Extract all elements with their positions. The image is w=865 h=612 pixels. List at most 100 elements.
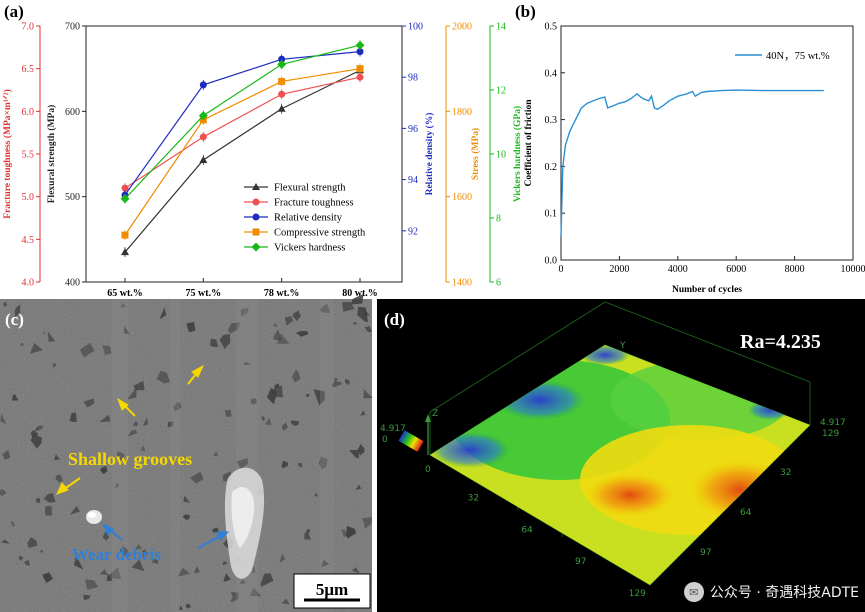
sem-grain <box>242 361 251 365</box>
sem-grain <box>290 420 299 426</box>
sem-grain <box>133 380 145 391</box>
sem-grain <box>281 460 288 469</box>
axis-tick-label-hardness: 12 <box>496 86 506 97</box>
axis-tick-label-density: 96 <box>408 124 418 135</box>
sem-grain <box>314 492 319 497</box>
profile-z-axis-label: Z <box>432 409 438 419</box>
panel-b-legend-label: 40N，75 wt.% <box>766 51 830 62</box>
sem-grain <box>43 493 56 503</box>
sem-grain <box>69 412 77 422</box>
data-point-toughness <box>121 184 129 192</box>
data-point-density <box>356 48 364 56</box>
sem-grain <box>349 450 360 459</box>
sem-grain <box>304 532 311 540</box>
axis-tick-label-hardness: 10 <box>496 150 506 161</box>
sem-grain <box>151 558 159 565</box>
panel-b-plot-frame <box>560 25 854 261</box>
debris-arrows <box>101 522 230 549</box>
sem-grain <box>34 426 39 432</box>
axis-tick-label-hardness: 8 <box>496 214 501 225</box>
sem-grain <box>79 342 95 358</box>
sem-texture <box>0 299 372 612</box>
sem-grain <box>99 465 108 475</box>
sem-grain <box>351 567 360 574</box>
axis-tick-label-density: 92 <box>408 226 418 237</box>
data-point-stress <box>121 231 129 239</box>
axis-tick-label-toughness: 5.5 <box>22 150 35 161</box>
sem-wear-debris-core <box>231 487 255 548</box>
sem-grain <box>223 573 231 582</box>
sem-grain <box>178 605 184 610</box>
x-tick-label: 4000 <box>668 264 688 275</box>
legend-label: Relative density <box>274 213 343 224</box>
data-point-stress <box>356 65 364 73</box>
axis-tick-label-stress: 1400 <box>452 278 472 289</box>
sem-grain <box>213 451 219 456</box>
sem-grain <box>83 594 91 601</box>
sem-grain <box>261 416 266 422</box>
panel-a-x-ticks: 65 wt.% 75 wt.% 78 wt.% 80 wt.% <box>107 278 378 299</box>
profile-x-tick: 64 <box>521 525 533 535</box>
sem-grain <box>282 422 288 431</box>
sem-grain <box>127 430 138 437</box>
axis-tick-label-hardness: 6 <box>496 278 501 289</box>
sem-grain <box>249 587 262 597</box>
sem-grain <box>54 454 60 461</box>
axis-tick-label-density: 98 <box>408 73 418 84</box>
profile-z-axis-arrow <box>425 414 431 422</box>
sem-grain <box>106 566 121 580</box>
sem-grain <box>239 579 246 585</box>
sem-grain <box>360 410 366 416</box>
series-line-toughness <box>124 76 361 189</box>
profile-x-tick: 32 <box>468 494 479 504</box>
sem-grain <box>140 445 146 452</box>
sem-grain <box>321 559 330 568</box>
x-tick-label: 8000 <box>785 264 805 275</box>
legend-label: Flexural strength <box>274 183 346 194</box>
scale-bar-box <box>293 573 371 609</box>
sem-wear-debris-small-core <box>88 512 96 518</box>
sem-grain <box>219 334 231 350</box>
sem-grain <box>237 458 248 470</box>
sem-grain <box>116 451 125 463</box>
y-tick-label: 0.4 <box>545 68 558 79</box>
sem-grain <box>357 443 365 456</box>
profile-x-tick: 129 <box>629 589 646 599</box>
axis-tick-label-toughness: 5.0 <box>22 192 35 203</box>
panel-a-label: (a) <box>4 2 24 21</box>
sem-grain <box>69 505 80 515</box>
panel-c-sem-image: (c) Shallow grooves Wear debris 5μm <box>0 293 373 612</box>
sem-grain <box>39 549 44 553</box>
groove-arrow-head <box>191 364 205 378</box>
profile-x-ticks: 32 64 97 129 <box>468 494 646 599</box>
sem-grain <box>74 555 84 570</box>
axis-tick-label-density: 94 <box>408 175 418 186</box>
data-point-hardness <box>355 40 365 50</box>
sem-grain <box>224 409 232 417</box>
series-line-hardness <box>124 44 361 200</box>
sem-groove <box>170 299 180 612</box>
panel-d-label: (d) <box>384 310 405 329</box>
panel-a-plot-frame <box>85 25 403 283</box>
sem-grain <box>341 529 348 537</box>
roughness-label: Ra=4.235 <box>740 331 821 353</box>
legend-marker <box>252 183 260 190</box>
series-line-stress <box>124 68 361 236</box>
sem-grain <box>14 304 21 317</box>
sem-grain <box>0 489 6 497</box>
sem-grain <box>30 430 39 438</box>
y-tick-label: 0.3 <box>545 115 558 126</box>
sem-grain <box>102 345 112 355</box>
sem-grain <box>30 434 42 449</box>
sem-groove <box>320 299 334 612</box>
sem-grain <box>12 393 19 401</box>
groove-arrow-head <box>56 482 69 495</box>
axis-tick-label-density: 100 <box>408 22 423 33</box>
debris-arrow-head <box>216 531 230 541</box>
legend-marker <box>251 242 261 252</box>
panel-b-label: (b) <box>515 2 536 21</box>
data-point-density <box>278 55 286 63</box>
sem-grain <box>295 331 309 337</box>
legend-marker <box>252 213 260 221</box>
sem-grain <box>318 456 328 470</box>
